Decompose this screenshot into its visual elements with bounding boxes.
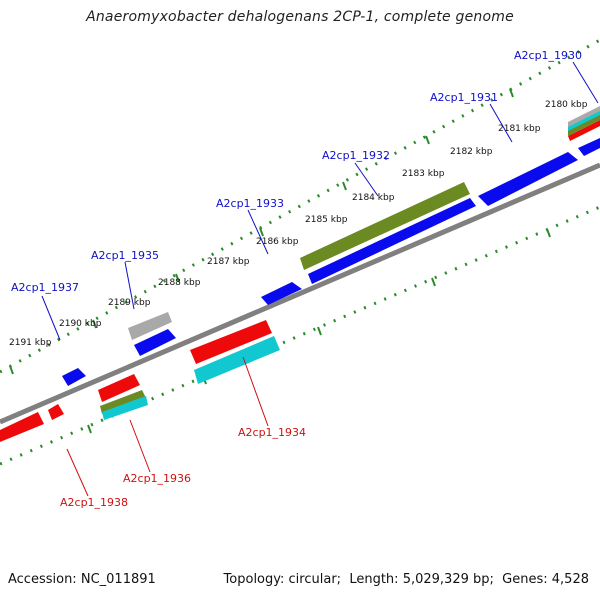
gene-a2cp1-1936[interactable] — [98, 374, 140, 402]
rrna-stack-red[interactable] — [568, 120, 600, 141]
label-a2cp1-1935[interactable]: A2cp1_1935 — [91, 249, 159, 262]
gene-a2cp1-1933[interactable] — [261, 282, 302, 305]
scale-label-2185: 2185 kbp — [305, 215, 348, 225]
reverse-genes — [0, 320, 280, 442]
olive-feature-a2cp1-1932[interactable] — [300, 182, 470, 270]
forward-gene-labels — [41, 61, 599, 341]
label-a2cp1-1931[interactable]: A2cp1_1931 — [430, 91, 498, 104]
gene-a2cp1-1939[interactable] — [0, 412, 44, 442]
gene-a2cp1-1931[interactable] — [308, 198, 476, 284]
accession-info: Accession: NC_011891 — [8, 572, 156, 587]
scale-label-2189: 2189 kbp — [108, 298, 151, 308]
label-a2cp1-1930[interactable]: A2cp1_1930 — [514, 49, 582, 62]
summary-separator-2: ; — [489, 572, 499, 587]
topology-value: circular — [288, 572, 337, 587]
topology-label: Topology: — [223, 572, 285, 587]
forward-gene-label-text: A2cp1_1930 A2cp1_1931 A2cp1_1932 A2cp1_1… — [11, 49, 582, 294]
label-a2cp1-1938[interactable]: A2cp1_1938 — [60, 496, 128, 509]
scale-label-2182: 2182 kbp — [450, 147, 493, 157]
gene-a2cp1-1937[interactable] — [62, 368, 86, 386]
gray-feature[interactable] — [128, 312, 172, 340]
genes-label: Genes: — [502, 572, 548, 587]
scale-label-2188: 2188 kbp — [158, 278, 201, 288]
summary-separator-1: ; — [336, 572, 346, 587]
gene-a2cp1-1930-b[interactable] — [578, 138, 600, 156]
scale-label-2191: 2191 kbp — [9, 338, 52, 348]
map-title: Anaeromyxobacter dehalogenans 2CP-1, com… — [86, 9, 514, 25]
cyan-feature-a2cp1-1936[interactable] — [102, 396, 148, 420]
scale-label-2180: 2180 kbp — [545, 100, 588, 110]
reverse-gene-label-text: A2cp1_1934 A2cp1_1936 A2cp1_1938 — [60, 426, 306, 509]
scale-labels: 2180 kbp 2181 kbp 2182 kbp 2183 kbp 2184… — [9, 100, 588, 348]
major-ticks — [9, 88, 551, 434]
label-a2cp1-1932[interactable]: A2cp1_1932 — [322, 149, 390, 162]
gene-a2cp1-1930[interactable] — [478, 152, 578, 206]
gene-a2cp1-1938[interactable] — [48, 404, 64, 420]
reverse-gene-labels — [66, 356, 269, 497]
gene-a2cp1-1935[interactable] — [134, 329, 176, 356]
gene-a2cp1-1934[interactable] — [190, 320, 272, 364]
olive-feature-a2cp1-1936[interactable] — [100, 390, 146, 414]
outer-tick-track — [0, 38, 600, 374]
accession-value: NC_011891 — [80, 572, 156, 587]
accession-label: Accession: — [8, 572, 77, 587]
genome-summary: Topology: circular; Length: 5,029,329 bp… — [224, 572, 589, 587]
length-value: 5,029,329 bp — [402, 572, 490, 587]
rrna-stack-green[interactable] — [568, 114, 600, 136]
label-a2cp1-1933[interactable]: A2cp1_1933 — [216, 197, 284, 210]
rrna-stack-gray[interactable] — [568, 106, 600, 127]
scale-label-2186: 2186 kbp — [256, 237, 299, 247]
label-a2cp1-1936[interactable]: A2cp1_1936 — [123, 472, 191, 485]
label-a2cp1-1937[interactable]: A2cp1_1937 — [11, 281, 79, 294]
scale-label-2190: 2190 kbp — [59, 319, 102, 329]
genome-backbone — [0, 162, 600, 425]
scale-label-2187: 2187 kbp — [207, 257, 250, 267]
rrna-stack-cyan[interactable] — [568, 110, 600, 131]
forward-genes — [62, 106, 600, 386]
cyan-feature-a2cp1-1934[interactable] — [194, 336, 280, 384]
scale-label-2181: 2181 kbp — [498, 124, 541, 134]
genes-value: 4,528 — [551, 572, 589, 587]
scale-label-2183: 2183 kbp — [402, 169, 445, 179]
label-a2cp1-1934[interactable]: A2cp1_1934 — [238, 426, 306, 439]
scale-label-2184: 2184 kbp — [352, 193, 395, 203]
length-label: Length: — [349, 572, 399, 587]
